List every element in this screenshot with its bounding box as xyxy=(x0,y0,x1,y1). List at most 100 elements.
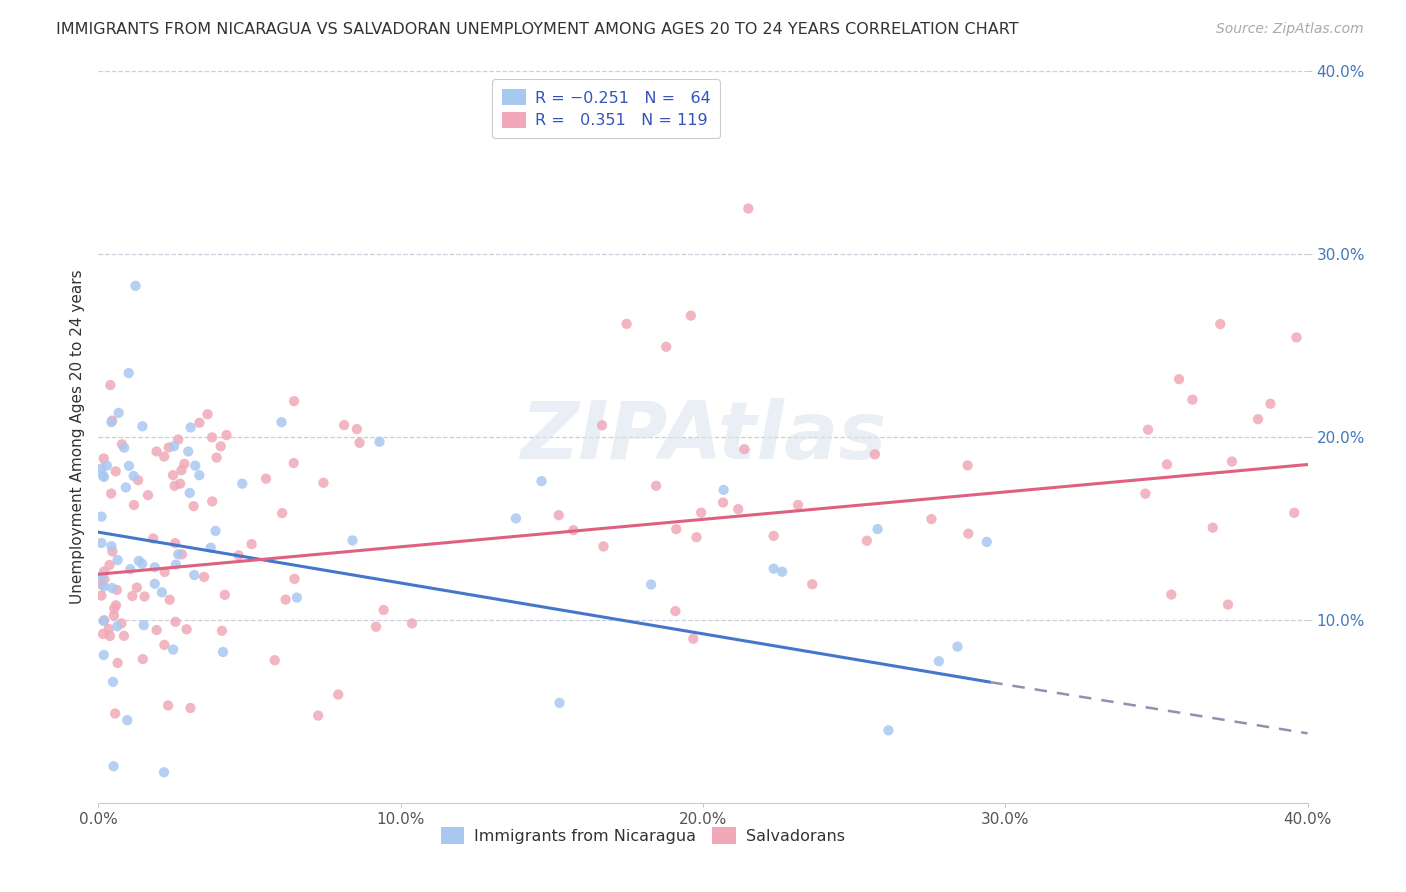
Point xyxy=(176,623,198,637)
Point xyxy=(93,565,115,579)
Point xyxy=(283,572,305,586)
Point xyxy=(105,582,128,597)
Point xyxy=(153,638,176,652)
Point xyxy=(170,547,193,561)
Point xyxy=(170,463,193,477)
Point xyxy=(118,366,141,380)
Point xyxy=(97,622,120,636)
Point xyxy=(592,540,614,554)
Point xyxy=(142,532,165,546)
Point xyxy=(685,530,707,544)
Point xyxy=(90,536,112,550)
Point xyxy=(787,498,810,512)
Point xyxy=(112,441,135,455)
Point xyxy=(283,394,305,409)
Point xyxy=(184,458,207,473)
Point xyxy=(134,590,156,604)
Point xyxy=(162,642,184,657)
Point xyxy=(200,541,222,555)
Point xyxy=(157,441,180,455)
Point xyxy=(100,539,122,553)
Point xyxy=(98,558,121,572)
Point xyxy=(110,616,132,631)
Point xyxy=(165,615,187,629)
Point xyxy=(231,476,253,491)
Point xyxy=(145,623,167,637)
Point xyxy=(93,470,115,484)
Point xyxy=(263,653,285,667)
Point xyxy=(285,591,308,605)
Point xyxy=(101,581,124,595)
Point xyxy=(762,562,785,576)
Point xyxy=(163,479,186,493)
Point xyxy=(145,444,167,458)
Text: ZIPAtlas: ZIPAtlas xyxy=(520,398,886,476)
Point xyxy=(1284,506,1306,520)
Point xyxy=(127,473,149,487)
Point xyxy=(682,632,704,646)
Point xyxy=(179,701,201,715)
Point xyxy=(93,573,115,587)
Point xyxy=(591,418,613,433)
Point xyxy=(274,592,297,607)
Point xyxy=(101,674,124,689)
Point xyxy=(801,577,824,591)
Point xyxy=(307,708,329,723)
Point xyxy=(98,378,121,392)
Point xyxy=(1260,397,1282,411)
Point xyxy=(93,613,115,627)
Point xyxy=(946,640,969,654)
Point xyxy=(328,688,350,702)
Point xyxy=(180,420,202,434)
Point xyxy=(205,450,228,465)
Point xyxy=(100,486,122,500)
Point xyxy=(157,698,180,713)
Point xyxy=(866,522,889,536)
Point xyxy=(125,581,148,595)
Point xyxy=(117,713,139,727)
Point xyxy=(1220,454,1243,468)
Point xyxy=(111,437,134,451)
Point xyxy=(183,499,205,513)
Point xyxy=(364,620,387,634)
Point xyxy=(93,451,115,466)
Point xyxy=(1135,486,1157,500)
Point xyxy=(159,592,181,607)
Point xyxy=(197,407,219,421)
Point xyxy=(153,450,176,464)
Point xyxy=(1247,412,1270,426)
Point xyxy=(1137,423,1160,437)
Point xyxy=(169,476,191,491)
Point xyxy=(122,498,145,512)
Point xyxy=(179,486,201,500)
Point xyxy=(562,523,585,537)
Point xyxy=(143,560,166,574)
Point xyxy=(737,202,759,216)
Y-axis label: Unemployment Among Ages 20 to 24 years: Unemployment Among Ages 20 to 24 years xyxy=(69,269,84,605)
Point xyxy=(863,447,886,461)
Point xyxy=(104,706,127,721)
Point xyxy=(93,614,115,628)
Point xyxy=(177,444,200,458)
Point xyxy=(240,537,263,551)
Point xyxy=(664,604,686,618)
Point xyxy=(1160,588,1182,602)
Point xyxy=(1209,317,1232,331)
Point xyxy=(188,468,211,483)
Point xyxy=(713,483,735,497)
Point xyxy=(201,430,224,444)
Point xyxy=(616,317,638,331)
Point xyxy=(312,475,335,490)
Point xyxy=(228,549,250,563)
Point xyxy=(655,340,678,354)
Point xyxy=(103,601,125,615)
Point xyxy=(128,554,150,568)
Point xyxy=(956,458,979,473)
Point xyxy=(136,488,159,502)
Point xyxy=(132,652,155,666)
Point xyxy=(93,648,115,662)
Point xyxy=(690,506,713,520)
Point xyxy=(727,502,749,516)
Point xyxy=(505,511,527,525)
Point xyxy=(163,439,186,453)
